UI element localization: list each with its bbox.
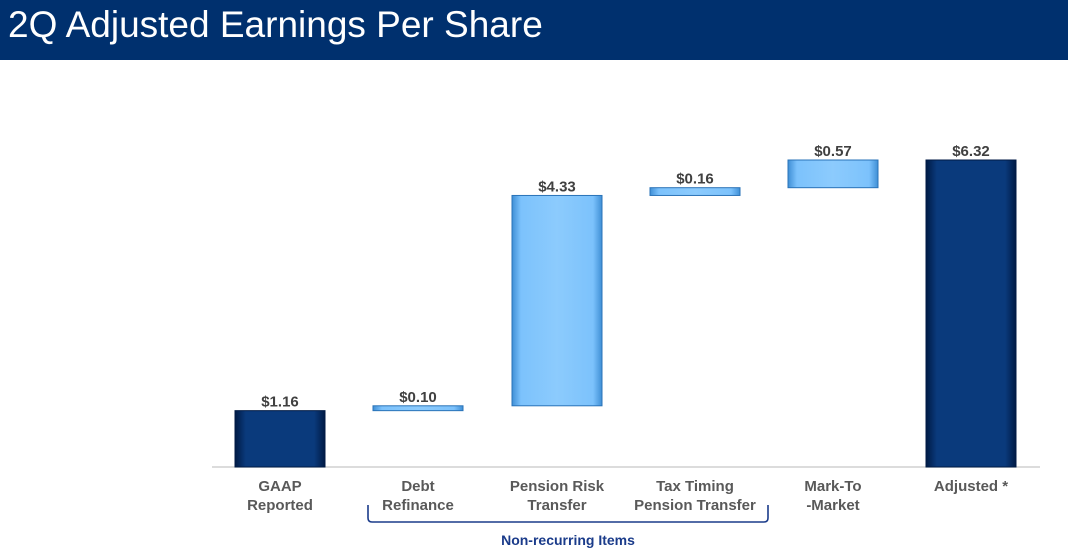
category-label-1-0: Debt bbox=[401, 478, 434, 495]
value-label-0: $1.16 bbox=[261, 394, 299, 411]
category-label-3-1: Pension Transfer bbox=[634, 497, 756, 514]
waterfall-chart: $1.16 GAAP Reported $0.10 Debt Refinance $4.33… bbox=[212, 143, 1040, 548]
category-label-3-0: Tax Timing bbox=[656, 478, 734, 495]
category-label-2-1: Transfer bbox=[527, 497, 586, 514]
value-label-4: $0.57 bbox=[814, 143, 852, 160]
bracket-label: Non-recurring Items bbox=[501, 532, 635, 548]
bar-5 bbox=[925, 159, 1017, 468]
category-label-4-0: Mark-To bbox=[804, 478, 861, 495]
category-label-0-0: GAAP bbox=[258, 478, 301, 495]
category-label-5-0: Adjusted * bbox=[934, 478, 1008, 495]
page-title: 2Q Adjusted Earnings Per Share bbox=[8, 4, 543, 45]
category-label-1-1: Refinance bbox=[382, 497, 454, 514]
value-label-3: $0.16 bbox=[676, 171, 714, 188]
bar-3 bbox=[649, 187, 741, 196]
bar-group bbox=[234, 159, 1017, 468]
value-label-2: $4.33 bbox=[538, 178, 576, 195]
bar-4 bbox=[787, 159, 879, 189]
value-label-1: $0.10 bbox=[399, 389, 437, 406]
bar-2 bbox=[511, 194, 603, 407]
category-label-2-0: Pension Risk bbox=[510, 478, 605, 495]
bar-1 bbox=[372, 405, 464, 412]
header-bar: 2Q Adjusted Earnings Per Share bbox=[0, 0, 1068, 60]
value-label-5: $6.32 bbox=[952, 143, 990, 160]
category-label-0-1: Reported bbox=[247, 497, 313, 514]
bracket-line bbox=[367, 505, 769, 523]
category-label-4-1: -Market bbox=[806, 497, 859, 514]
bracket-group: Non-recurring Items bbox=[367, 505, 769, 548]
bar-0 bbox=[234, 410, 326, 468]
label-group: $1.16 GAAP Reported $0.10 Debt Refinance $4.33… bbox=[247, 143, 1008, 514]
